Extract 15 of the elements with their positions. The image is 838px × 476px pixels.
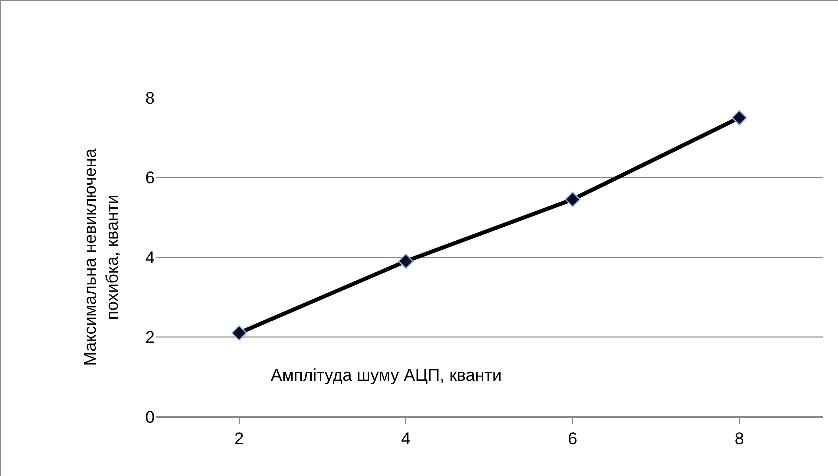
x-tick-label: 6 <box>568 429 578 448</box>
point <box>398 254 414 270</box>
y-axis-title: Максимальна невиключена похибка, кванти <box>80 148 122 366</box>
y-tick-label: 0 <box>146 408 155 427</box>
x-tick-label: 8 <box>734 429 744 448</box>
point <box>565 192 581 208</box>
x-tick-label: 4 <box>401 429 411 448</box>
x-tick-label: 2 <box>234 429 244 448</box>
x-axis-title: Амплітуда шуму АЦП, кванти <box>271 366 502 385</box>
point <box>232 326 248 342</box>
y-tick-label: 8 <box>146 88 155 108</box>
point <box>732 110 748 126</box>
y-tick-label: 6 <box>146 168 155 188</box>
y-tick-label: 2 <box>146 328 155 348</box>
y-tick-label: 4 <box>146 248 155 268</box>
